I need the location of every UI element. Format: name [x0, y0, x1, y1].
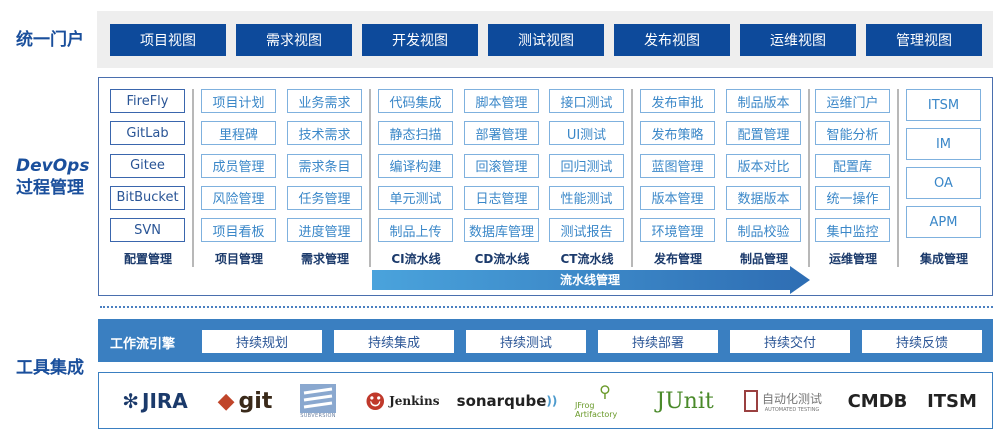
dashed-separator	[100, 306, 993, 308]
workflow-stage-button[interactable]: 持续规划	[202, 330, 322, 353]
module-item[interactable]: 智能分析	[815, 121, 890, 146]
module-item[interactable]: 配置管理	[726, 121, 801, 146]
divider	[808, 89, 810, 267]
column-label: 运维管理	[828, 252, 877, 266]
divider	[192, 89, 194, 267]
module-item[interactable]: 脚本管理	[464, 89, 539, 113]
column-label: 配置管理	[123, 252, 172, 266]
module-item[interactable]: 风险管理	[201, 185, 276, 210]
sonarqube-logo: sonarqube))	[456, 392, 558, 410]
module-item[interactable]: 项目计划	[201, 89, 276, 113]
module-item[interactable]: 单元测试	[378, 185, 453, 210]
automated-testing-logo: 自动化测试 AUTOMATED TESTING	[738, 385, 828, 417]
section-label-devops: DevOps	[16, 156, 90, 176]
workflow-stage-button[interactable]: 持续测试	[466, 330, 586, 353]
module-item[interactable]: GitLab	[110, 121, 185, 146]
module-item[interactable]: 蓝图管理	[640, 153, 715, 178]
module-item[interactable]: 项目看板	[201, 218, 276, 243]
module-item[interactable]: 成员管理	[201, 153, 276, 178]
workflow-label: 工作流引擎	[110, 337, 176, 352]
portal-view-button[interactable]: 发布视图	[614, 24, 730, 56]
portal-view-button[interactable]: 需求视图	[236, 24, 352, 56]
column-label: 制品管理	[739, 252, 788, 266]
module-item[interactable]: APM	[906, 206, 981, 238]
jfrog-artifactory-logo: ⚲ JFrog Artifactory	[575, 382, 618, 420]
column-label: CI流水线	[391, 252, 441, 266]
module-item[interactable]: 测试报告	[549, 218, 624, 243]
module-item[interactable]: 回归测试	[549, 153, 624, 178]
module-item[interactable]: 日志管理	[464, 185, 539, 210]
module-item[interactable]: 环境管理	[640, 218, 715, 243]
module-item[interactable]: 发布审批	[640, 89, 715, 113]
module-item[interactable]: 发布策略	[640, 121, 715, 146]
workflow-stage-button[interactable]: 持续反馈	[862, 330, 982, 353]
column-label: 集成管理	[919, 252, 968, 266]
module-item[interactable]: 统一操作	[815, 185, 890, 210]
module-item[interactable]: 回滚管理	[464, 153, 539, 178]
workflow-stage-button[interactable]: 持续部署	[598, 330, 718, 353]
portal-view-button[interactable]: 测试视图	[488, 24, 604, 56]
module-item[interactable]: Gitee	[110, 153, 185, 178]
module-item[interactable]: BitBucket	[110, 185, 185, 210]
divider	[631, 89, 633, 267]
subversion-logo-text: Subversion	[300, 412, 336, 419]
subversion-logo: Subversion	[298, 383, 338, 419]
jira-logo: ✻ JIRA	[122, 389, 188, 413]
module-item[interactable]: 进度管理	[287, 218, 362, 243]
module-item[interactable]: 数据版本	[726, 185, 801, 210]
module-item[interactable]: 技术需求	[287, 121, 362, 146]
module-item[interactable]: 部署管理	[464, 121, 539, 146]
module-item[interactable]: ITSM	[906, 89, 981, 121]
workflow-stage-button[interactable]: 持续交付	[730, 330, 850, 353]
cmdb-logo: CMDB	[847, 390, 908, 412]
pipeline-arrow	[372, 266, 810, 294]
module-item[interactable]: 代码集成	[378, 89, 453, 113]
divider	[369, 89, 371, 267]
portal-view-button[interactable]: 运维视图	[740, 24, 856, 56]
module-item[interactable]: 需求条目	[287, 153, 362, 178]
module-item[interactable]: 接口测试	[549, 89, 624, 113]
module-item[interactable]: 业务需求	[287, 89, 362, 113]
devops-panel	[98, 77, 993, 296]
module-item[interactable]: SVN	[110, 218, 185, 243]
divider	[897, 89, 899, 267]
module-item[interactable]: 数据库管理	[464, 218, 539, 243]
module-item[interactable]: 运维门户	[815, 89, 890, 113]
workflow-stage-button[interactable]: 持续集成	[334, 330, 454, 353]
portal-view-button[interactable]: 管理视图	[866, 24, 982, 56]
module-item[interactable]: 里程碑	[201, 121, 276, 146]
module-item[interactable]: 制品上传	[378, 218, 453, 243]
section-label-process: 过程管理	[16, 178, 84, 198]
portal-view-button[interactable]: 项目视图	[110, 24, 226, 56]
portal-view-button[interactable]: 开发视图	[362, 24, 478, 56]
module-item[interactable]: 静态扫描	[378, 121, 453, 146]
module-item[interactable]: OA	[906, 167, 981, 199]
module-item[interactable]: 配置库	[815, 153, 890, 178]
column-label: 项目管理	[214, 252, 263, 266]
module-item[interactable]: FireFly	[110, 89, 185, 113]
module-item[interactable]: 集中监控	[815, 218, 890, 243]
pipeline-arrow-label: 流水线管理	[559, 273, 620, 287]
module-item[interactable]: 编译构建	[378, 153, 453, 178]
column-label: 发布管理	[653, 252, 702, 266]
section-label-tools: 工具集成	[16, 358, 84, 378]
jenkins-logo: ☻ Jenkins	[364, 386, 440, 416]
junit-logo: JUnit	[656, 388, 714, 414]
module-item[interactable]: 版本对比	[726, 153, 801, 178]
module-item[interactable]: 任务管理	[287, 185, 362, 210]
module-item[interactable]: UI测试	[549, 121, 624, 146]
column-label: CT流水线	[560, 252, 614, 266]
itsm-logo: ITSM	[927, 390, 977, 412]
section-label-portal: 统一门户	[16, 30, 84, 50]
module-item[interactable]: 制品版本	[726, 89, 801, 113]
git-logo: ◆ git	[217, 388, 273, 414]
module-item[interactable]: IM	[906, 128, 981, 160]
module-item[interactable]: 制品校验	[726, 218, 801, 243]
column-label: CD流水线	[474, 252, 530, 266]
module-item[interactable]: 性能测试	[549, 185, 624, 210]
column-label: 需求管理	[300, 252, 349, 266]
tools-panel	[98, 372, 993, 429]
module-item[interactable]: 版本管理	[640, 185, 715, 210]
